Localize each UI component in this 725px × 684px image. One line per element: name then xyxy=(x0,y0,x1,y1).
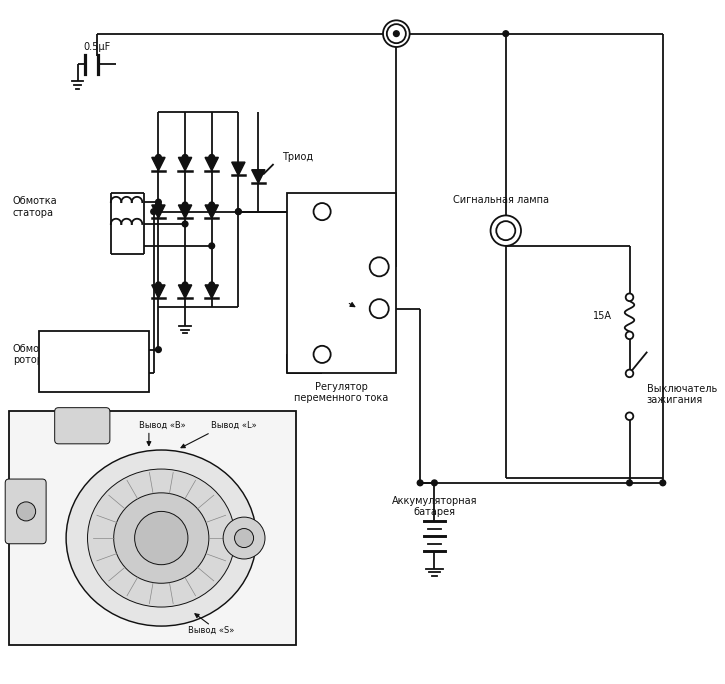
Circle shape xyxy=(236,209,241,215)
Polygon shape xyxy=(178,157,191,171)
Ellipse shape xyxy=(114,493,209,583)
Circle shape xyxy=(431,480,437,486)
Circle shape xyxy=(394,31,399,36)
Circle shape xyxy=(156,202,161,208)
Circle shape xyxy=(626,480,632,486)
Polygon shape xyxy=(178,205,191,218)
Circle shape xyxy=(313,346,331,363)
Text: 0.5μF: 0.5μF xyxy=(83,42,110,52)
Circle shape xyxy=(182,282,188,288)
Circle shape xyxy=(156,199,161,205)
Circle shape xyxy=(370,257,389,276)
Text: S: S xyxy=(376,304,383,314)
Circle shape xyxy=(418,480,423,486)
Text: L: L xyxy=(376,262,382,272)
Text: Вывод «B»: Вывод «B» xyxy=(139,421,186,430)
Polygon shape xyxy=(178,285,191,298)
Text: 15A: 15A xyxy=(593,311,613,321)
Circle shape xyxy=(626,293,634,301)
Text: Триод: Триод xyxy=(282,153,313,162)
Polygon shape xyxy=(205,157,218,171)
Circle shape xyxy=(626,369,634,377)
Circle shape xyxy=(156,155,161,160)
Circle shape xyxy=(135,512,188,565)
Text: Аккумуляторная
батарея: Аккумуляторная батарея xyxy=(392,496,477,517)
Circle shape xyxy=(209,202,215,208)
Text: E: E xyxy=(319,350,326,359)
Circle shape xyxy=(387,24,406,43)
Circle shape xyxy=(209,243,215,249)
Polygon shape xyxy=(232,162,245,176)
Circle shape xyxy=(209,282,215,288)
Polygon shape xyxy=(252,170,265,183)
Text: Обмотка
ротора: Обмотка ротора xyxy=(13,343,57,365)
Polygon shape xyxy=(152,157,165,171)
Circle shape xyxy=(17,502,36,521)
Polygon shape xyxy=(205,285,218,298)
FancyBboxPatch shape xyxy=(39,330,149,393)
Text: Вывод «L»: Вывод «L» xyxy=(211,421,257,430)
Circle shape xyxy=(151,209,157,215)
Circle shape xyxy=(182,155,188,160)
Circle shape xyxy=(503,31,509,36)
Polygon shape xyxy=(205,205,218,218)
Ellipse shape xyxy=(88,469,235,607)
Circle shape xyxy=(383,21,410,47)
Circle shape xyxy=(370,299,389,318)
Polygon shape xyxy=(152,285,165,298)
Circle shape xyxy=(313,203,331,220)
Ellipse shape xyxy=(66,450,257,626)
Circle shape xyxy=(497,221,515,240)
Circle shape xyxy=(626,412,634,420)
FancyBboxPatch shape xyxy=(54,408,110,444)
Circle shape xyxy=(660,480,666,486)
Circle shape xyxy=(182,221,188,227)
Text: Сигнальная лампа: Сигнальная лампа xyxy=(453,195,549,205)
Circle shape xyxy=(156,282,161,288)
Circle shape xyxy=(223,517,265,559)
Text: Выключатель
зажигания: Выключатель зажигания xyxy=(647,384,717,405)
Polygon shape xyxy=(152,205,165,218)
Text: B: B xyxy=(392,29,400,39)
Circle shape xyxy=(182,202,188,208)
Circle shape xyxy=(626,332,634,339)
FancyBboxPatch shape xyxy=(5,479,46,544)
Text: Обмотка
статора: Обмотка статора xyxy=(13,196,57,218)
Text: Регулятор
переменного тока: Регулятор переменного тока xyxy=(294,382,389,404)
Circle shape xyxy=(209,155,215,160)
Text: Вывод «S»: Вывод «S» xyxy=(188,626,234,635)
Circle shape xyxy=(156,347,161,352)
Circle shape xyxy=(235,529,254,548)
FancyBboxPatch shape xyxy=(9,412,297,644)
FancyBboxPatch shape xyxy=(287,193,397,373)
Circle shape xyxy=(491,215,521,246)
Circle shape xyxy=(236,209,241,215)
